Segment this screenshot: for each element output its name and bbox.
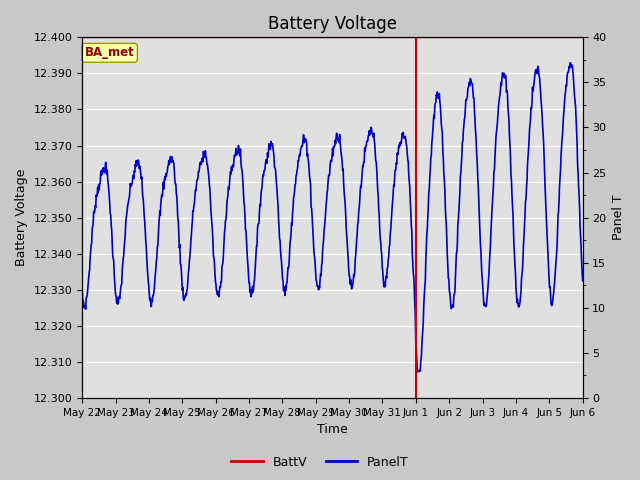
- Title: Battery Voltage: Battery Voltage: [268, 15, 397, 33]
- Y-axis label: Panel T: Panel T: [612, 195, 625, 240]
- X-axis label: Time: Time: [317, 423, 348, 436]
- Legend: BattV, PanelT: BattV, PanelT: [227, 451, 413, 474]
- Y-axis label: Battery Voltage: Battery Voltage: [15, 169, 28, 266]
- Text: BA_met: BA_met: [84, 47, 134, 60]
